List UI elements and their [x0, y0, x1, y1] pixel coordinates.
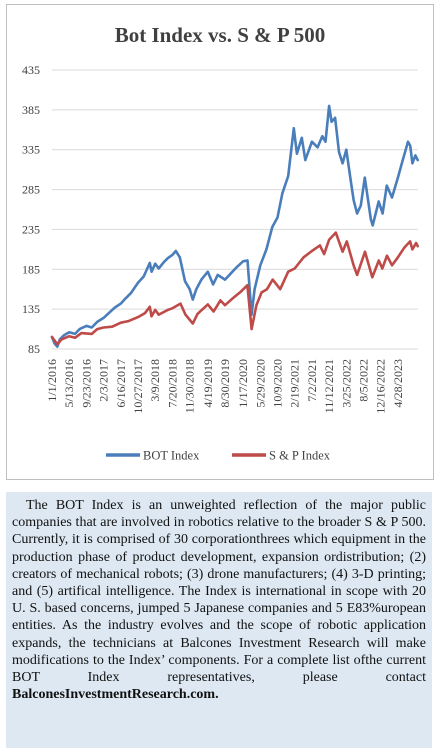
y-tick-label: 85 [28, 342, 40, 356]
y-tick-label: 285 [22, 183, 40, 197]
x-tick-label: 6/16/2017 [114, 359, 128, 408]
legend-label: BOT Index [143, 449, 200, 463]
x-tick-labels: 1/1/2016 5/13/2016 9/23/2016 2/3/2017 6/16/2… [45, 359, 405, 414]
y-tick-label: 435 [22, 63, 40, 77]
x-tick-label: 11/30/2018 [183, 359, 197, 413]
x-tick-label: 10/27/2017 [131, 359, 145, 414]
x-tick-label: 7/20/2018 [165, 359, 179, 408]
x-tick-label: 3/25/2022 [339, 359, 353, 408]
x-tick-label: 10/9/2020 [270, 359, 284, 408]
chart-title: Bot Index vs. S & P 500 [114, 23, 326, 47]
x-tick-label: 11/12/2021 [322, 359, 336, 413]
x-tick-label: 2/19/2021 [288, 359, 302, 408]
x-tick-label: 4/19/2019 [201, 359, 215, 408]
y-tick-label: 185 [22, 262, 40, 276]
y-tick-label: 135 [22, 302, 40, 316]
y-tick-label: 385 [22, 103, 40, 117]
x-tick-label: 7/2/2021 [305, 359, 319, 402]
x-tick-label: 4/28/2023 [391, 359, 405, 408]
gridlines [52, 69, 418, 350]
x-tick-label: 9/23/2016 [79, 359, 93, 408]
x-tick-label: 5/29/2020 [253, 359, 267, 408]
x-tick-label: 12/16/2022 [374, 359, 388, 414]
x-tick-label: 5/13/2016 [62, 359, 76, 408]
x-tick-label: 2/3/2017 [97, 359, 111, 402]
x-tick-label: 3/9/2018 [148, 359, 162, 402]
chart-frame: Bot Index vs. S & P 500 [6, 4, 434, 480]
description-text: The BOT Index is an unweighted reflectio… [12, 498, 426, 686]
series-line-bot-index [50, 104, 419, 348]
line-chart: 85 135 185 235 285 335 385 435 1/1/2016 5/13/201… [22, 63, 419, 463]
y-tick-label: 235 [22, 222, 40, 236]
y-tick-labels: 85 135 185 235 285 335 385 435 [22, 63, 40, 356]
y-tick-label: 335 [22, 143, 40, 157]
legend: BOT Index S & P Index [106, 449, 331, 463]
x-tick-label: 1/1/2016 [45, 359, 59, 402]
x-tick-label: 8/5/2022 [357, 359, 371, 402]
legend-label: S & P Index [269, 449, 331, 463]
description-box: The BOT Index is an unweighted reflectio… [6, 492, 432, 748]
x-tick-label: 8/30/2019 [218, 359, 232, 408]
contact-link[interactable]: BalconesInvestmentResearch.com. [12, 687, 219, 703]
series-lines [50, 104, 419, 348]
series-line-s-p-index [50, 231, 419, 346]
x-tick-label: 1/17/2020 [236, 359, 250, 408]
